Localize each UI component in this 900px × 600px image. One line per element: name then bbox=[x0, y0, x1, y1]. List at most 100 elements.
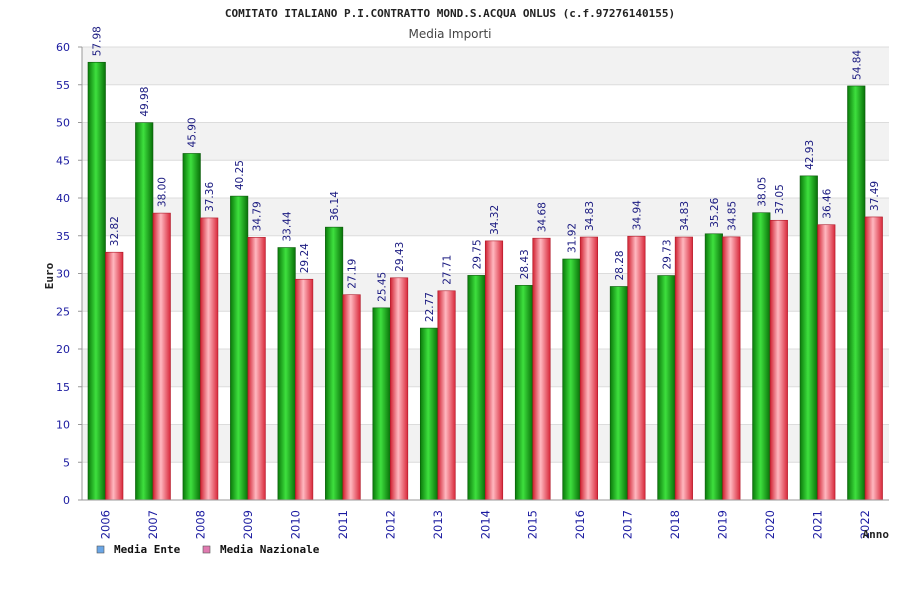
bar-media-nazionale-2017 bbox=[627, 235, 646, 501]
chart-title: COMITATO ITALIANO P.I.CONTRATTO MOND.S.A… bbox=[225, 7, 675, 20]
x-tick-label: 2019 bbox=[716, 510, 730, 539]
y-tick-labels: 0 5 10 15 20 25 30 35 40 45 50 55 60 bbox=[56, 41, 70, 507]
data-label: 27.19 bbox=[347, 259, 359, 289]
data-label: 34.79 bbox=[252, 201, 264, 231]
bar-media-nazionale-2019 bbox=[722, 236, 741, 501]
data-label: 31.92 bbox=[566, 223, 578, 253]
bar-media-ente-2009 bbox=[230, 195, 249, 501]
bar-media-nazionale-2020 bbox=[769, 219, 788, 501]
chart-subtitle: Media Importi bbox=[408, 27, 491, 41]
data-label: 38.00 bbox=[157, 177, 169, 207]
data-label: 34.83 bbox=[679, 201, 691, 231]
x-tick-label: 2015 bbox=[526, 510, 540, 539]
bar-media-nazionale-2014 bbox=[484, 240, 504, 501]
legend-swatch-media-nazionale bbox=[202, 545, 211, 554]
bar-media-nazionale-2008 bbox=[200, 217, 219, 501]
data-label: 34.32 bbox=[489, 205, 501, 235]
bar-media-nazionale-2022 bbox=[864, 216, 883, 501]
bar-media-ente-2006 bbox=[87, 61, 106, 501]
data-label: 27.71 bbox=[442, 255, 454, 285]
bar-media-ente-2021 bbox=[799, 175, 818, 501]
legend-label-media-ente: Media Ente bbox=[114, 543, 181, 556]
legend-label-media-nazionale: Media Nazionale bbox=[220, 543, 320, 556]
data-label: 29.24 bbox=[299, 243, 311, 273]
y-tick-label: 10 bbox=[56, 419, 70, 432]
y-tick-label: 60 bbox=[56, 41, 70, 54]
x-tick-label: 2008 bbox=[193, 510, 207, 539]
y-tick-label: 40 bbox=[56, 192, 70, 205]
x-tick-label: 2022 bbox=[858, 510, 872, 539]
data-label: 34.85 bbox=[726, 201, 738, 231]
bar-media-ente-2015 bbox=[514, 285, 534, 501]
bar-media-nazionale-2011 bbox=[342, 294, 361, 501]
x-tick-label: 2016 bbox=[573, 510, 587, 539]
x-tick-label: 2011 bbox=[336, 510, 350, 539]
data-label: 25.45 bbox=[377, 272, 389, 302]
legend: Media Ente Media Nazionale bbox=[96, 543, 320, 556]
bar-media-nazionale-2016 bbox=[579, 236, 599, 501]
y-axis-label: Euro bbox=[43, 262, 56, 289]
data-label: 37.05 bbox=[774, 184, 786, 214]
data-label: 29.73 bbox=[661, 239, 673, 269]
data-label: 29.75 bbox=[472, 239, 484, 269]
x-tick-labels: 2006 2007 2008 2009 2010 2011 2012 2013 2014 2015… bbox=[99, 510, 873, 539]
y-tick-label: 15 bbox=[56, 381, 70, 394]
data-label: 42.93 bbox=[804, 140, 816, 170]
data-label: 45.90 bbox=[187, 117, 199, 147]
bar-media-ente-2022 bbox=[847, 85, 866, 501]
bar-media-nazionale-2015 bbox=[532, 237, 551, 501]
data-label: 54.84 bbox=[851, 50, 863, 80]
x-tick-label: 2018 bbox=[668, 510, 682, 539]
data-labels: 57.98 32.82 49.98 38.00 45.90 37.36 40.25 34.79… bbox=[92, 26, 881, 322]
x-tick-label: 2017 bbox=[621, 510, 635, 539]
y-tick-label: 30 bbox=[56, 268, 70, 281]
x-tick-label: 2009 bbox=[241, 510, 255, 539]
bar-media-nazionale-2010 bbox=[295, 278, 314, 501]
data-label: 36.46 bbox=[821, 188, 833, 218]
plot-band bbox=[82, 160, 889, 198]
x-tick-label: 2007 bbox=[146, 510, 160, 539]
legend-swatch-media-ente bbox=[96, 545, 105, 554]
bar-media-nazionale-2007 bbox=[152, 212, 171, 501]
data-label: 36.14 bbox=[329, 191, 341, 221]
bar-media-ente-2017 bbox=[609, 286, 628, 501]
data-label: 34.83 bbox=[584, 201, 596, 231]
y-tick-label: 25 bbox=[56, 305, 70, 318]
bar-media-ente-2018 bbox=[657, 275, 676, 501]
bar-media-ente-2010 bbox=[277, 247, 296, 501]
bar-media-nazionale-2012 bbox=[390, 277, 409, 501]
y-tick-label: 20 bbox=[56, 343, 70, 356]
x-tick-label: 2014 bbox=[478, 510, 492, 539]
bar-media-ente-2012 bbox=[372, 307, 391, 501]
bar-media-ente-2016 bbox=[562, 258, 581, 501]
x-tick-label: 2020 bbox=[763, 510, 777, 539]
x-axis-label: Anno bbox=[863, 528, 890, 541]
data-label: 34.68 bbox=[536, 202, 548, 232]
x-tick-label: 2012 bbox=[383, 510, 397, 539]
x-tick-label: 2006 bbox=[99, 510, 113, 539]
data-label: 33.44 bbox=[282, 211, 294, 241]
data-label: 35.26 bbox=[709, 197, 721, 227]
bar-media-ente-2019 bbox=[704, 233, 723, 501]
data-label: 37.49 bbox=[869, 181, 881, 211]
bar-media-ente-2011 bbox=[325, 226, 344, 501]
bar-media-ente-2007 bbox=[135, 122, 154, 501]
data-label: 37.36 bbox=[204, 182, 216, 212]
data-label: 34.94 bbox=[631, 200, 643, 230]
y-tick-label: 35 bbox=[56, 230, 70, 243]
data-label: 32.82 bbox=[109, 216, 121, 246]
bar-media-nazionale-2009 bbox=[247, 237, 266, 501]
y-tick-label: 5 bbox=[63, 456, 70, 469]
bar-media-ente-2014 bbox=[467, 275, 486, 501]
plot-band bbox=[82, 122, 889, 161]
bar-media-nazionale-2021 bbox=[817, 224, 836, 501]
y-tick-label: 50 bbox=[56, 117, 70, 130]
bar-media-nazionale-2006 bbox=[105, 251, 124, 501]
data-label: 29.43 bbox=[394, 242, 406, 272]
y-tick-label: 0 bbox=[63, 494, 70, 507]
bar-media-nazionale-2013 bbox=[437, 290, 456, 501]
y-tick-label: 55 bbox=[56, 79, 70, 92]
plot-band bbox=[82, 84, 889, 123]
bars bbox=[87, 61, 883, 501]
